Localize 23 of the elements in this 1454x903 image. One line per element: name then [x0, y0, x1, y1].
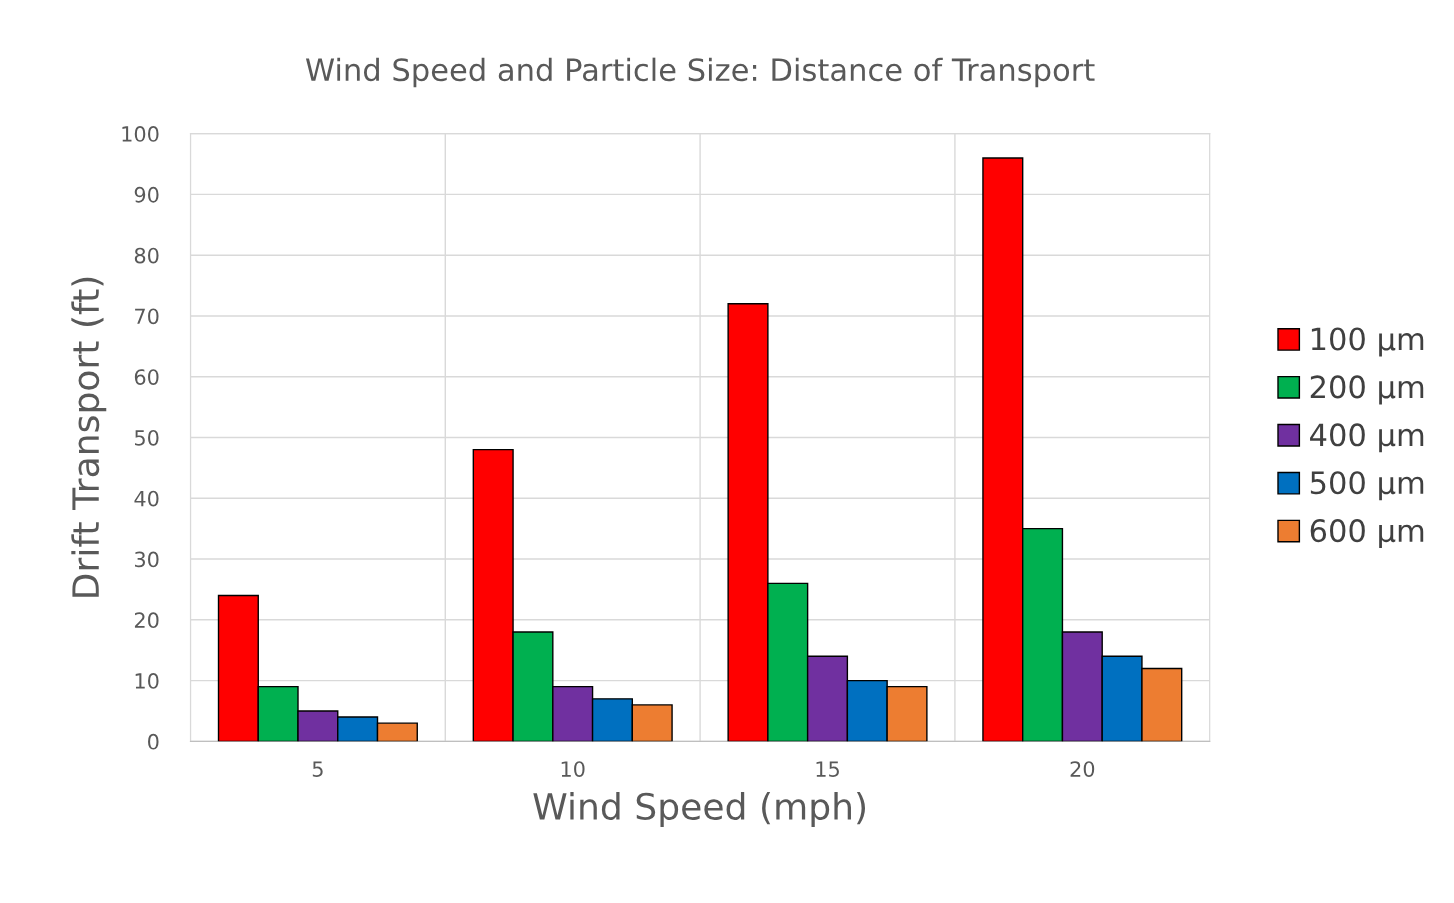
y-axis-title: Drift Transport (ft): [71, 277, 107, 597]
x-tick-label: 20: [1070, 761, 1095, 777]
y-tick-label: 40: [134, 490, 159, 507]
legend-label: 400 µm: [1310, 423, 1424, 453]
legend-label: 600 µm: [1310, 519, 1424, 549]
y-tick-label: 50: [135, 429, 159, 446]
x-tick-label: 15: [816, 761, 839, 777]
y-tick-label: 80: [134, 247, 159, 264]
x-tick-label: 10: [561, 761, 585, 777]
legend-label: 500 µm: [1310, 471, 1424, 501]
y-tick-label: 70: [135, 308, 159, 325]
y-tick-label: 60: [134, 369, 159, 385]
legend-label: 100 µm: [1311, 327, 1424, 357]
legend-label: 200 µm: [1310, 375, 1424, 405]
y-tick-label: 20: [134, 612, 159, 629]
y-tick-label: 90: [134, 186, 159, 203]
x-tick-label: 5: [312, 761, 323, 777]
y-tick-label: 0: [148, 733, 159, 750]
chart-title: Wind Speed and Particle Size: Distance of Transport: [305, 57, 1095, 88]
y-tick-label: 30: [135, 551, 159, 568]
y-tick-label: 10: [135, 673, 159, 689]
y-tick-label: 100: [122, 126, 159, 142]
x-axis-title: Wind Speed (mph): [533, 792, 866, 828]
